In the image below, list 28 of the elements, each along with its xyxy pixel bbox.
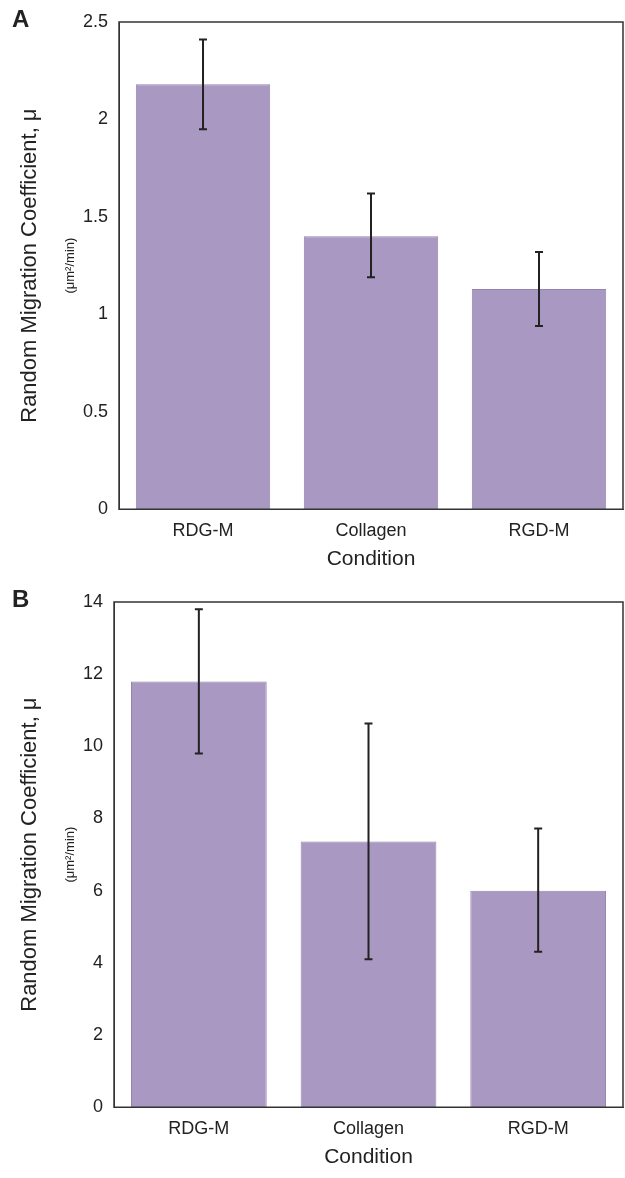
y-tick-label: 2 <box>98 108 109 129</box>
y-tick-label: 1 <box>98 303 109 324</box>
y-tick-label: 4 <box>93 951 104 972</box>
y-tick-label: 2 <box>93 1024 104 1044</box>
y-tick-label: 1.5 <box>82 205 109 226</box>
x-tick-label: RDG-M <box>172 519 234 540</box>
text: (μm²/min) <box>61 237 77 294</box>
y-axis-title: Random Migration Coefficient, μ <box>16 108 42 423</box>
x-tick-label: Collagen <box>335 519 407 540</box>
y-tick-label: 6 <box>93 879 104 900</box>
y-tick-label: 12 <box>82 663 104 684</box>
y-tick-label: 10 <box>82 735 104 756</box>
y-tick-label: 8 <box>93 807 104 828</box>
y-tick-label: 14 <box>82 590 104 611</box>
y-axis-title: Random Migration Coefficient, μ <box>16 697 42 1012</box>
y-tick-label: 2.5 <box>82 10 109 31</box>
x-tick-label: Collagen <box>332 1117 405 1138</box>
y-tick-label: 0.5 <box>82 400 109 421</box>
x-tick-label: RGD-M <box>507 1117 569 1138</box>
y-tick-label: 0 <box>98 498 109 519</box>
x-axis-title: Condition <box>326 546 416 570</box>
chart-title: B <box>12 584 30 612</box>
x-tick-label: RGD-M <box>508 519 570 540</box>
x-tick-label: RDG-M <box>168 1117 230 1138</box>
chart-title: A <box>12 4 30 32</box>
text: (μm²/min) <box>61 826 77 883</box>
y-tick-label: 0 <box>93 1096 104 1117</box>
x-axis-title: Condition <box>324 1144 413 1168</box>
